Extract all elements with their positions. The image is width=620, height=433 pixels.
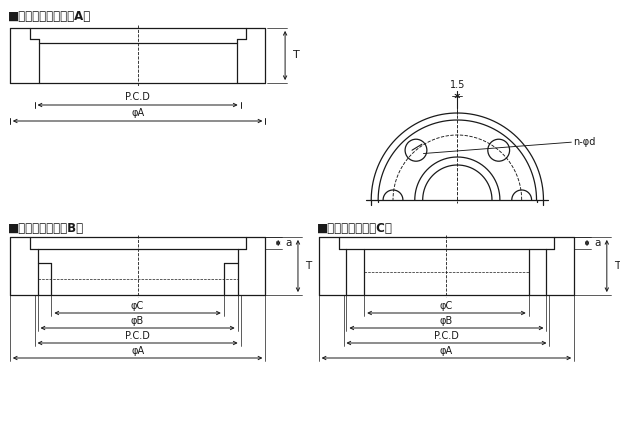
Text: φB: φB [440, 316, 453, 326]
Text: 1.5: 1.5 [450, 80, 465, 90]
Text: P.C.D: P.C.D [125, 331, 150, 341]
Text: T: T [293, 51, 299, 61]
Text: φA: φA [440, 346, 453, 356]
Text: P.C.D: P.C.D [434, 331, 459, 341]
Text: φC: φC [131, 301, 144, 311]
Text: a: a [285, 238, 291, 248]
Text: ■穴あきタイプ（C）: ■穴あきタイプ（C） [317, 222, 392, 235]
Text: a: a [594, 238, 600, 248]
Text: P.C.D: P.C.D [125, 92, 150, 102]
Text: n-φd: n-φd [573, 137, 596, 147]
Text: φA: φA [131, 346, 144, 356]
Text: ■穴あきタイプ（B）: ■穴あきタイプ（B） [8, 222, 84, 235]
Text: T: T [614, 261, 620, 271]
Text: φA: φA [131, 108, 144, 118]
Text: φB: φB [131, 316, 144, 326]
Text: ■ブランクタイプ（A）: ■ブランクタイプ（A） [8, 10, 91, 23]
Text: φC: φC [440, 301, 453, 311]
Text: T: T [305, 261, 311, 271]
